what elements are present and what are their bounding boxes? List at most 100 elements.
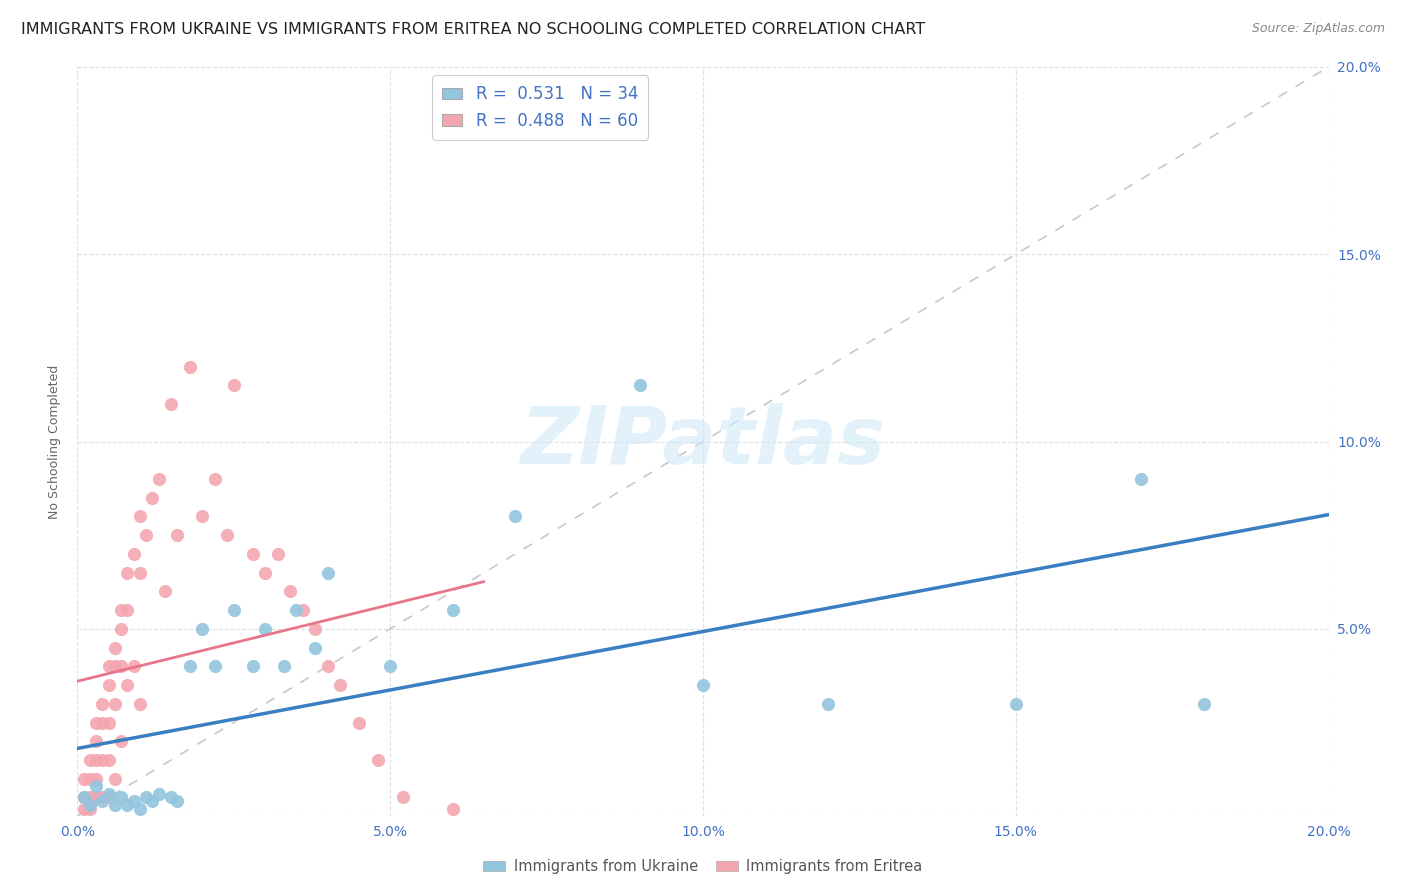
- Point: [179, 659, 201, 673]
- Point: [97, 753, 120, 767]
- Point: [191, 622, 214, 636]
- Point: [160, 397, 183, 411]
- Point: [117, 678, 139, 692]
- Point: [217, 528, 239, 542]
- Point: [117, 797, 139, 812]
- Point: [692, 678, 714, 692]
- Point: [79, 802, 101, 816]
- Point: [630, 378, 652, 392]
- Point: [84, 779, 107, 793]
- Point: [253, 622, 276, 636]
- Point: [1130, 472, 1153, 486]
- Point: [367, 753, 389, 767]
- Text: IMMIGRANTS FROM UKRAINE VS IMMIGRANTS FROM ERITREA NO SCHOOLING COMPLETED CORREL: IMMIGRANTS FROM UKRAINE VS IMMIGRANTS FR…: [21, 22, 925, 37]
- Point: [179, 359, 201, 374]
- Point: [316, 659, 339, 673]
- Point: [104, 697, 127, 711]
- Point: [380, 659, 402, 673]
- Point: [441, 802, 464, 816]
- Point: [129, 697, 152, 711]
- Point: [104, 797, 127, 812]
- Point: [291, 603, 314, 617]
- Point: [166, 794, 188, 808]
- Point: [129, 509, 152, 524]
- Point: [222, 603, 245, 617]
- Point: [135, 790, 157, 805]
- Legend: Immigrants from Ukraine, Immigrants from Eritrea: Immigrants from Ukraine, Immigrants from…: [478, 854, 928, 880]
- Point: [117, 603, 139, 617]
- Point: [129, 802, 152, 816]
- Point: [316, 566, 339, 580]
- Point: [278, 584, 301, 599]
- Point: [304, 622, 326, 636]
- Point: [84, 715, 107, 730]
- Point: [141, 491, 163, 505]
- Point: [148, 787, 170, 801]
- Point: [1192, 697, 1215, 711]
- Point: [79, 790, 101, 805]
- Point: [329, 678, 352, 692]
- Point: [153, 584, 176, 599]
- Point: [97, 787, 120, 801]
- Point: [129, 566, 152, 580]
- Point: [110, 734, 132, 748]
- Point: [141, 794, 163, 808]
- Point: [191, 509, 214, 524]
- Point: [242, 547, 264, 561]
- Point: [110, 622, 132, 636]
- Point: [285, 603, 308, 617]
- Point: [84, 772, 107, 786]
- Y-axis label: No Schooling Completed: No Schooling Completed: [48, 365, 60, 518]
- Text: Source: ZipAtlas.com: Source: ZipAtlas.com: [1251, 22, 1385, 36]
- Point: [84, 734, 107, 748]
- Point: [72, 790, 94, 805]
- Point: [91, 794, 114, 808]
- Point: [84, 753, 107, 767]
- Point: [148, 472, 170, 486]
- Point: [97, 678, 120, 692]
- Point: [1004, 697, 1026, 711]
- Point: [72, 802, 94, 816]
- Point: [117, 566, 139, 580]
- Point: [104, 659, 127, 673]
- Point: [505, 509, 527, 524]
- Point: [110, 603, 132, 617]
- Point: [97, 659, 120, 673]
- Point: [91, 790, 114, 805]
- Point: [104, 772, 127, 786]
- Point: [441, 603, 464, 617]
- Point: [204, 659, 226, 673]
- Point: [110, 659, 132, 673]
- Point: [222, 378, 245, 392]
- Point: [273, 659, 295, 673]
- Point: [122, 794, 145, 808]
- Point: [91, 753, 114, 767]
- Point: [391, 790, 413, 805]
- Point: [97, 715, 120, 730]
- Legend: R =  0.531   N = 34, R =  0.488   N = 60: R = 0.531 N = 34, R = 0.488 N = 60: [433, 75, 648, 139]
- Point: [91, 715, 114, 730]
- Point: [72, 772, 94, 786]
- Point: [160, 790, 183, 805]
- Point: [72, 790, 94, 805]
- Point: [135, 528, 157, 542]
- Point: [84, 790, 107, 805]
- Point: [104, 640, 127, 655]
- Point: [266, 547, 288, 561]
- Point: [122, 659, 145, 673]
- Text: ZIPatlas: ZIPatlas: [520, 402, 886, 481]
- Point: [79, 772, 101, 786]
- Point: [166, 528, 188, 542]
- Point: [97, 790, 120, 805]
- Point: [110, 790, 132, 805]
- Point: [347, 715, 370, 730]
- Point: [204, 472, 226, 486]
- Point: [304, 640, 326, 655]
- Point: [79, 753, 101, 767]
- Point: [122, 547, 145, 561]
- Point: [817, 697, 839, 711]
- Point: [91, 697, 114, 711]
- Point: [253, 566, 276, 580]
- Point: [79, 797, 101, 812]
- Point: [242, 659, 264, 673]
